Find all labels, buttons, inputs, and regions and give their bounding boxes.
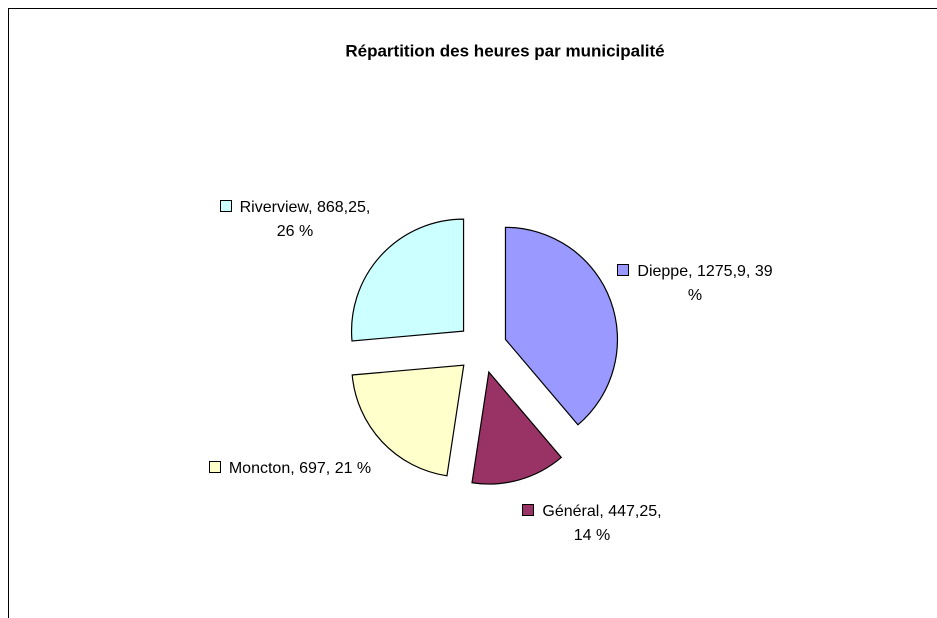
data-label: Riverview, 868,25, 26 % [215,196,375,244]
legend-key [219,200,232,212]
pie-slice [504,226,619,426]
pie-slice [350,218,465,342]
data-label: Moncton, 697, 21 % [205,457,375,481]
pie-slice [351,364,465,477]
chart-title: Répartition des heures par municipalité [345,41,664,60]
data-label-text: Dieppe, 1275,9, 39 % [637,263,773,304]
data-label-text: Général, 447,25, 14 % [542,503,662,544]
data-label: Dieppe, 1275,9, 39 % [615,260,775,308]
data-label-text: Moncton, 697, 21 % [228,460,372,477]
data-label: Général, 447,25, 14 % [512,500,672,548]
legend-key [208,461,221,473]
pie-slice [471,370,563,485]
legend-key [617,264,630,276]
legend-key [522,504,535,516]
data-label-text: Riverview, 868,25, 26 % [239,199,371,240]
